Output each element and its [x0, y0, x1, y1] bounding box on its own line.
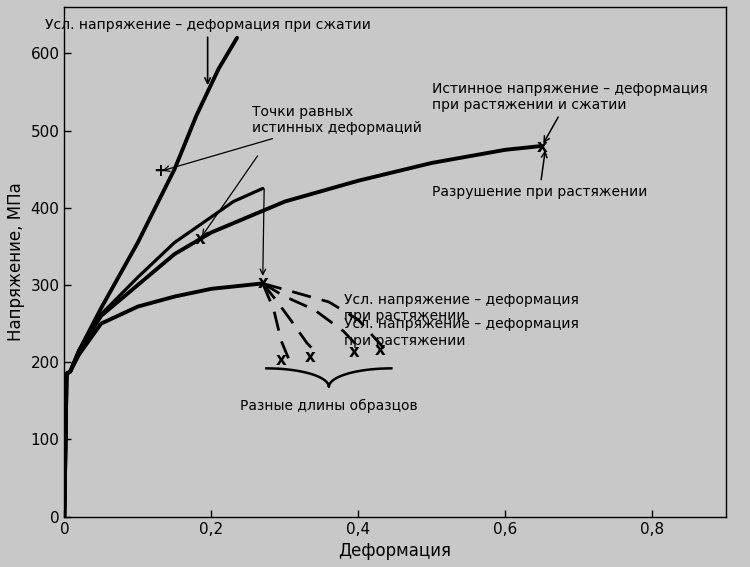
Text: x: x [257, 274, 268, 293]
Text: Разные длины образцов: Разные длины образцов [240, 399, 418, 413]
Text: x: x [536, 138, 548, 156]
Text: Усл. напряжение – деформация при сжатии: Усл. напряжение – деформация при сжатии [45, 18, 370, 83]
Text: Точки равных
истинных деформаций: Точки равных истинных деформаций [164, 105, 422, 171]
Text: x: x [350, 343, 360, 361]
X-axis label: Деформация: Деформация [338, 542, 452, 560]
Text: x: x [276, 351, 286, 369]
Text: Истинное напряжение – деформация
при растяжении и сжатии: Истинное напряжение – деформация при рас… [432, 82, 707, 142]
Text: Усл. напряжение – деформация
при растяжении: Усл. напряжение – деформация при растяже… [344, 293, 578, 323]
Text: Разрушение при растяжении: Разрушение при растяжении [432, 152, 647, 199]
Text: x: x [195, 230, 206, 248]
Y-axis label: Напряжение, МПа: Напряжение, МПа [7, 183, 25, 341]
Text: Усл. напряжение – деформация
при растяжении: Усл. напряжение – деформация при растяже… [344, 318, 578, 348]
Text: +: + [153, 162, 166, 180]
Text: x: x [375, 341, 386, 359]
Text: x: x [305, 348, 316, 366]
